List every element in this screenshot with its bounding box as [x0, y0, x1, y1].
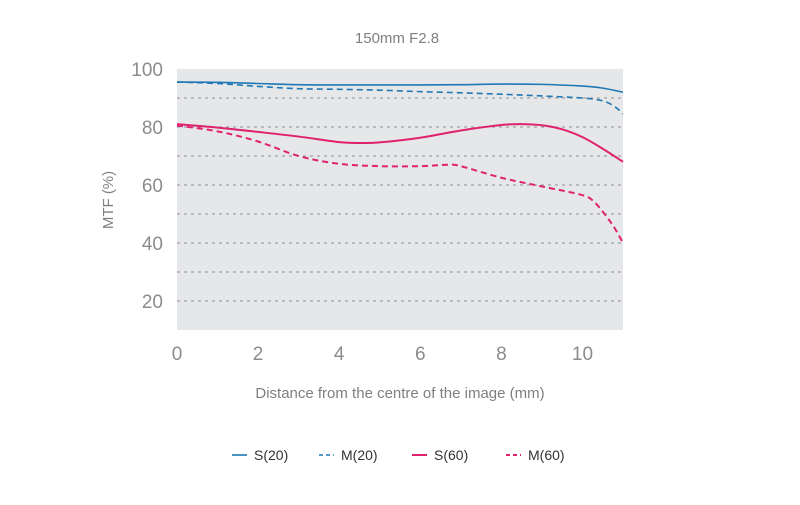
- x-tick-label: 0: [172, 344, 183, 365]
- y-tick-label: 20: [142, 292, 163, 313]
- legend-label: S(20): [254, 447, 288, 463]
- y-tick-label: 60: [142, 176, 163, 197]
- legend-label: M(60): [528, 447, 565, 463]
- x-tick-label: 8: [496, 344, 507, 365]
- x-tick-label: 6: [415, 344, 426, 365]
- y-tick-label: 40: [142, 234, 163, 255]
- plot-area: [177, 69, 623, 330]
- tick-labels: 20 40 60 80 100 0 2 4 6 8 10: [131, 60, 593, 365]
- y-tick-label: 100: [131, 60, 163, 81]
- x-tick-label: 4: [334, 344, 345, 365]
- x-axis-title: Distance from the centre of the image (m…: [255, 385, 544, 402]
- series-line-s60: [176, 123, 624, 163]
- y-tick-label: 80: [142, 118, 163, 139]
- series-line-m20: [176, 81, 624, 115]
- legend: S(20) M(20) S(60) M(60): [232, 447, 565, 463]
- chart-title: 150mm F2.8: [355, 30, 439, 47]
- legend-label: S(60): [434, 447, 468, 463]
- series-line-m60: [176, 124, 624, 244]
- series-lines: [176, 81, 624, 244]
- series-line-s20: [176, 81, 624, 93]
- x-tick-label: 2: [253, 344, 264, 365]
- y-axis-title: MTF (%): [100, 171, 117, 229]
- legend-label: M(20): [341, 447, 378, 463]
- x-tick-label: 10: [572, 344, 593, 365]
